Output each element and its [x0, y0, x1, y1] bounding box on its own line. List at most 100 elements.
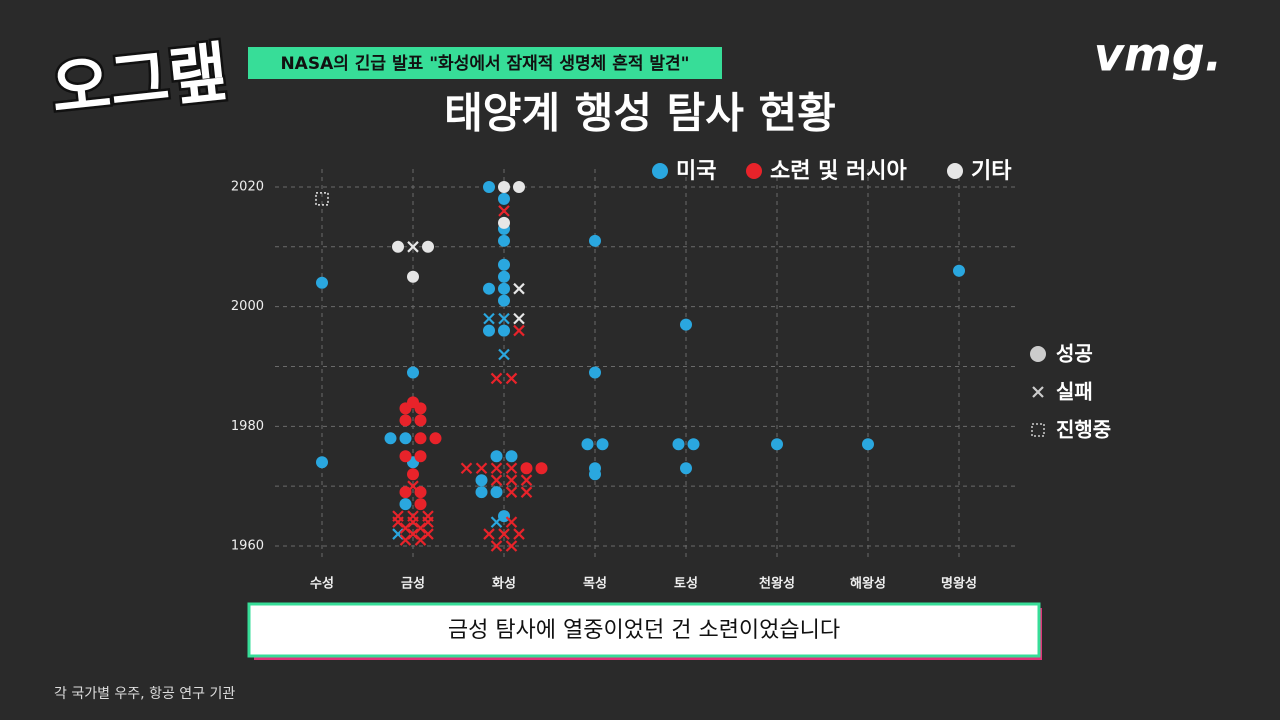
point: [505, 516, 518, 528]
x-tick-label: 천왕성: [759, 577, 795, 592]
point: [953, 264, 965, 277]
x-tick-label: 화성: [492, 576, 516, 592]
point: [513, 324, 525, 337]
point: [505, 486, 518, 498]
point: [687, 438, 700, 451]
marker-legend-swatch: [1032, 386, 1044, 398]
point: [490, 450, 503, 463]
point: [392, 510, 404, 522]
point: [490, 372, 503, 385]
point: [399, 432, 412, 445]
point: [316, 456, 328, 469]
point: [399, 414, 412, 427]
y-tick-label: 1960: [231, 539, 264, 554]
point: [422, 240, 434, 253]
source: 각 국가별 우주, 항공 연구 기관: [54, 686, 235, 702]
point: [490, 474, 503, 486]
point: [498, 192, 510, 205]
point: [505, 450, 518, 463]
point: [520, 462, 533, 475]
point: [422, 510, 434, 522]
point: [407, 480, 419, 492]
point: [535, 462, 548, 475]
point: [498, 528, 510, 540]
point: [414, 450, 427, 463]
point: [429, 432, 442, 445]
point: [498, 348, 510, 361]
point: [483, 312, 495, 325]
point: [589, 366, 601, 379]
point: [505, 372, 518, 385]
headline-box: [248, 47, 722, 79]
point: [483, 528, 495, 540]
point: [498, 258, 510, 271]
point: [498, 180, 510, 193]
point: [407, 241, 419, 253]
point: [498, 216, 510, 229]
y-tick-label: 2020: [231, 179, 264, 194]
marker-legend-label: 실패: [1056, 380, 1093, 404]
point: [498, 324, 510, 337]
point: [407, 510, 419, 522]
point: [399, 498, 412, 511]
point: [460, 462, 473, 475]
point: [498, 205, 510, 217]
point: [596, 438, 609, 451]
legend-swatch: [746, 163, 762, 179]
marker-legend-label: 진행중: [1056, 418, 1111, 442]
point: [520, 486, 533, 498]
marker-legend-label: 성공: [1056, 342, 1093, 366]
legend-label: 미국: [676, 159, 716, 184]
legend-label: 기타: [971, 159, 1012, 184]
point: [316, 276, 328, 289]
point: [414, 414, 427, 427]
point: [589, 462, 601, 475]
point: [513, 312, 525, 325]
point: [490, 486, 503, 499]
point: [520, 474, 533, 486]
point: [407, 396, 419, 409]
caption: 금성 탐사에 열중이었던 건 소련이었습니다: [448, 618, 840, 643]
x-tick-label: 수성: [310, 577, 334, 592]
point: [399, 450, 412, 463]
point: [483, 282, 495, 295]
caption-box: [247, 602, 1041, 658]
y-tick-label: 1980: [231, 419, 264, 434]
point: [513, 282, 525, 295]
point: [771, 438, 783, 451]
point: [407, 468, 419, 481]
x-tick-label: 금성: [401, 577, 425, 592]
point: [475, 486, 488, 499]
point: [862, 438, 874, 451]
point: [384, 432, 397, 445]
point: [498, 294, 510, 307]
point: [498, 312, 510, 325]
point: [589, 234, 601, 247]
point: [513, 528, 525, 540]
point: [414, 498, 427, 511]
brand: vmg.: [1094, 28, 1222, 82]
chart-title: 태양계 행성 탐사 현황: [444, 89, 836, 138]
point: [475, 462, 488, 475]
point: [475, 474, 488, 487]
legend-label: 소련 및 러시아: [770, 159, 908, 184]
point: [407, 366, 419, 379]
marker-legend-swatch: [1031, 423, 1045, 437]
point: [498, 234, 510, 247]
point: [672, 438, 685, 451]
x-tick-label: 해왕성: [850, 576, 886, 592]
point: [315, 192, 329, 206]
point: [680, 318, 692, 331]
point: [490, 540, 503, 552]
point: [505, 540, 518, 552]
x-tick-label: 명왕성: [941, 576, 977, 592]
point: [483, 180, 495, 193]
point: [490, 462, 503, 475]
point: [483, 324, 495, 337]
point: [392, 240, 404, 253]
point: [414, 432, 427, 445]
point: [680, 462, 692, 475]
point: [505, 462, 518, 475]
